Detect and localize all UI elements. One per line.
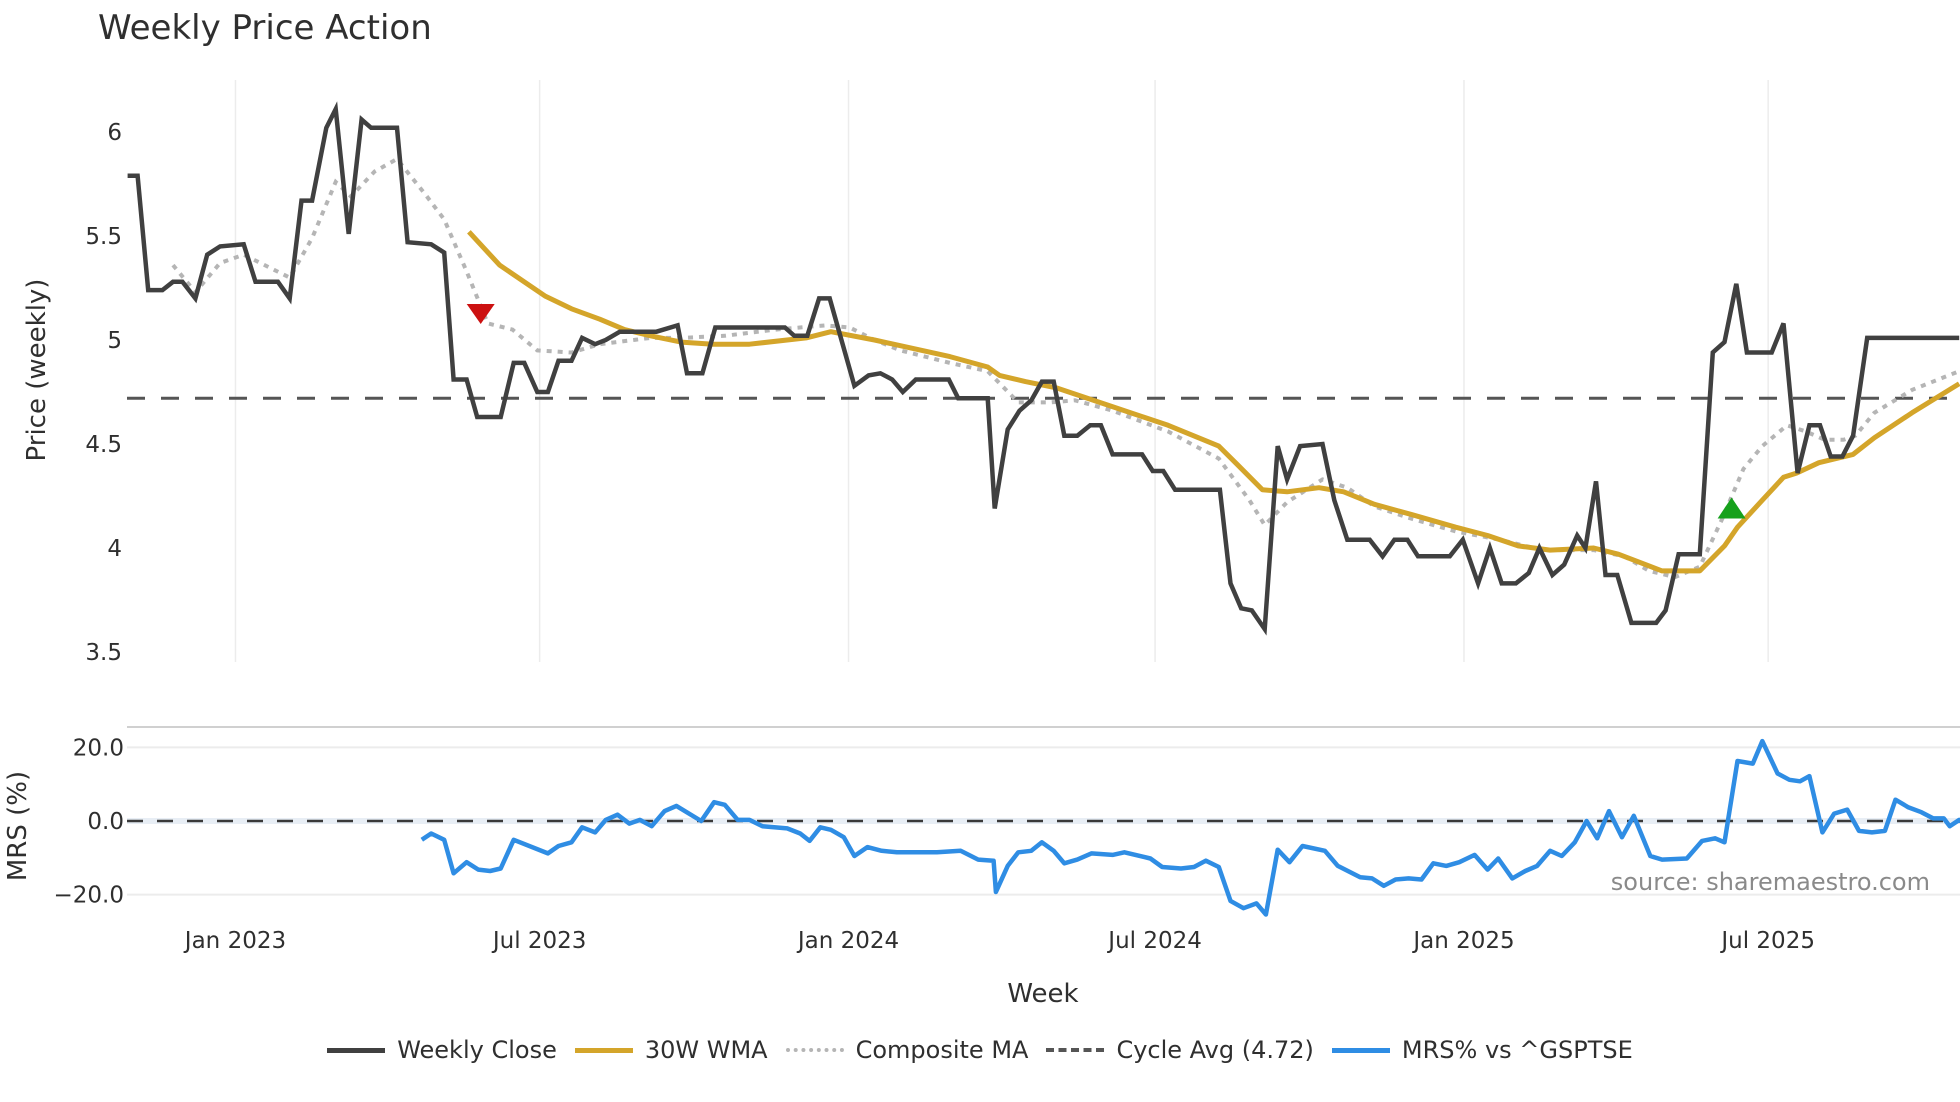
legend-item[interactable]: MRS% vs ^GSPTSE (1331, 1036, 1633, 1064)
mrs-tick-label: 0.0 (87, 809, 124, 835)
price-tick-label: 4.5 (85, 432, 122, 458)
x-tick-label: Jan 2025 (1411, 928, 1514, 954)
price-tick-label: 5.5 (85, 224, 122, 250)
source-watermark: source: sharemaestro.com (1611, 868, 1930, 896)
mrs-y-ticks: 20.0 0.0 −20.0 (54, 735, 124, 908)
composite-ma-line (171, 156, 1960, 580)
wma-line (467, 230, 1960, 574)
price-tick-label: 5 (107, 328, 122, 354)
x-axis-ticks: Jan 2023 Jul 2023 Jan 2024 Jul 2024 Jan 2025… (183, 928, 1815, 954)
x-tick-label: Jul 2025 (1719, 928, 1815, 954)
legend-item[interactable]: 30W WMA (574, 1036, 768, 1064)
weekly-close-line (127, 101, 1960, 636)
legend-label: MRS% vs ^GSPTSE (1401, 1036, 1633, 1064)
legend-swatch-icon (1331, 1047, 1390, 1053)
price-series (127, 101, 1960, 636)
legend-item[interactable]: Cycle Avg (4.72) (1046, 1036, 1314, 1064)
x-tick-label: Jul 2024 (1106, 928, 1202, 954)
legend-label: Weekly Close (397, 1036, 557, 1064)
legend-item[interactable]: Weekly Close (327, 1036, 557, 1064)
legend-label: 30W WMA (644, 1036, 768, 1064)
x-tick-label: Jul 2023 (491, 928, 587, 954)
legend-item[interactable]: Composite MA (785, 1036, 1029, 1064)
mrs-tick-label: 20.0 (73, 735, 124, 761)
legend-swatch-icon (785, 1048, 844, 1052)
mrs-grid (127, 746, 1960, 896)
mrs-tick-label: −20.0 (54, 883, 124, 909)
legend-swatch-icon (1046, 1048, 1105, 1052)
legend: Weekly Close 30W WMA Composite MA Cycle Avg… (0, 1036, 1960, 1064)
price-tick-label: 3.5 (85, 640, 122, 666)
x-tick-label: Jan 2023 (183, 928, 286, 954)
price-y-ticks: 6 5.5 5 4.5 4 3.5 (85, 120, 122, 666)
mrs-series (420, 738, 1960, 917)
sell-signal-icon (466, 303, 495, 324)
legend-label: Composite MA (855, 1036, 1029, 1064)
x-tick-label: Jan 2024 (796, 928, 899, 954)
legend-swatch-icon (327, 1047, 386, 1053)
legend-label: Cycle Avg (4.72) (1116, 1036, 1314, 1064)
x-axis-title: Week (1007, 979, 1078, 1009)
price-tick-label: 4 (107, 536, 122, 562)
price-grid (234, 80, 1769, 662)
price-axis-title: Price (weekly) (22, 279, 52, 462)
legend-swatch-icon (574, 1047, 633, 1053)
buy-signal-icon (1717, 497, 1746, 519)
chart-title: Weekly Price Action (98, 8, 432, 48)
price-tick-label: 6 (107, 120, 122, 146)
mrs-axis-title: MRS (%) (3, 771, 33, 881)
signal-markers (466, 303, 1746, 519)
mrs-line (420, 738, 1960, 917)
